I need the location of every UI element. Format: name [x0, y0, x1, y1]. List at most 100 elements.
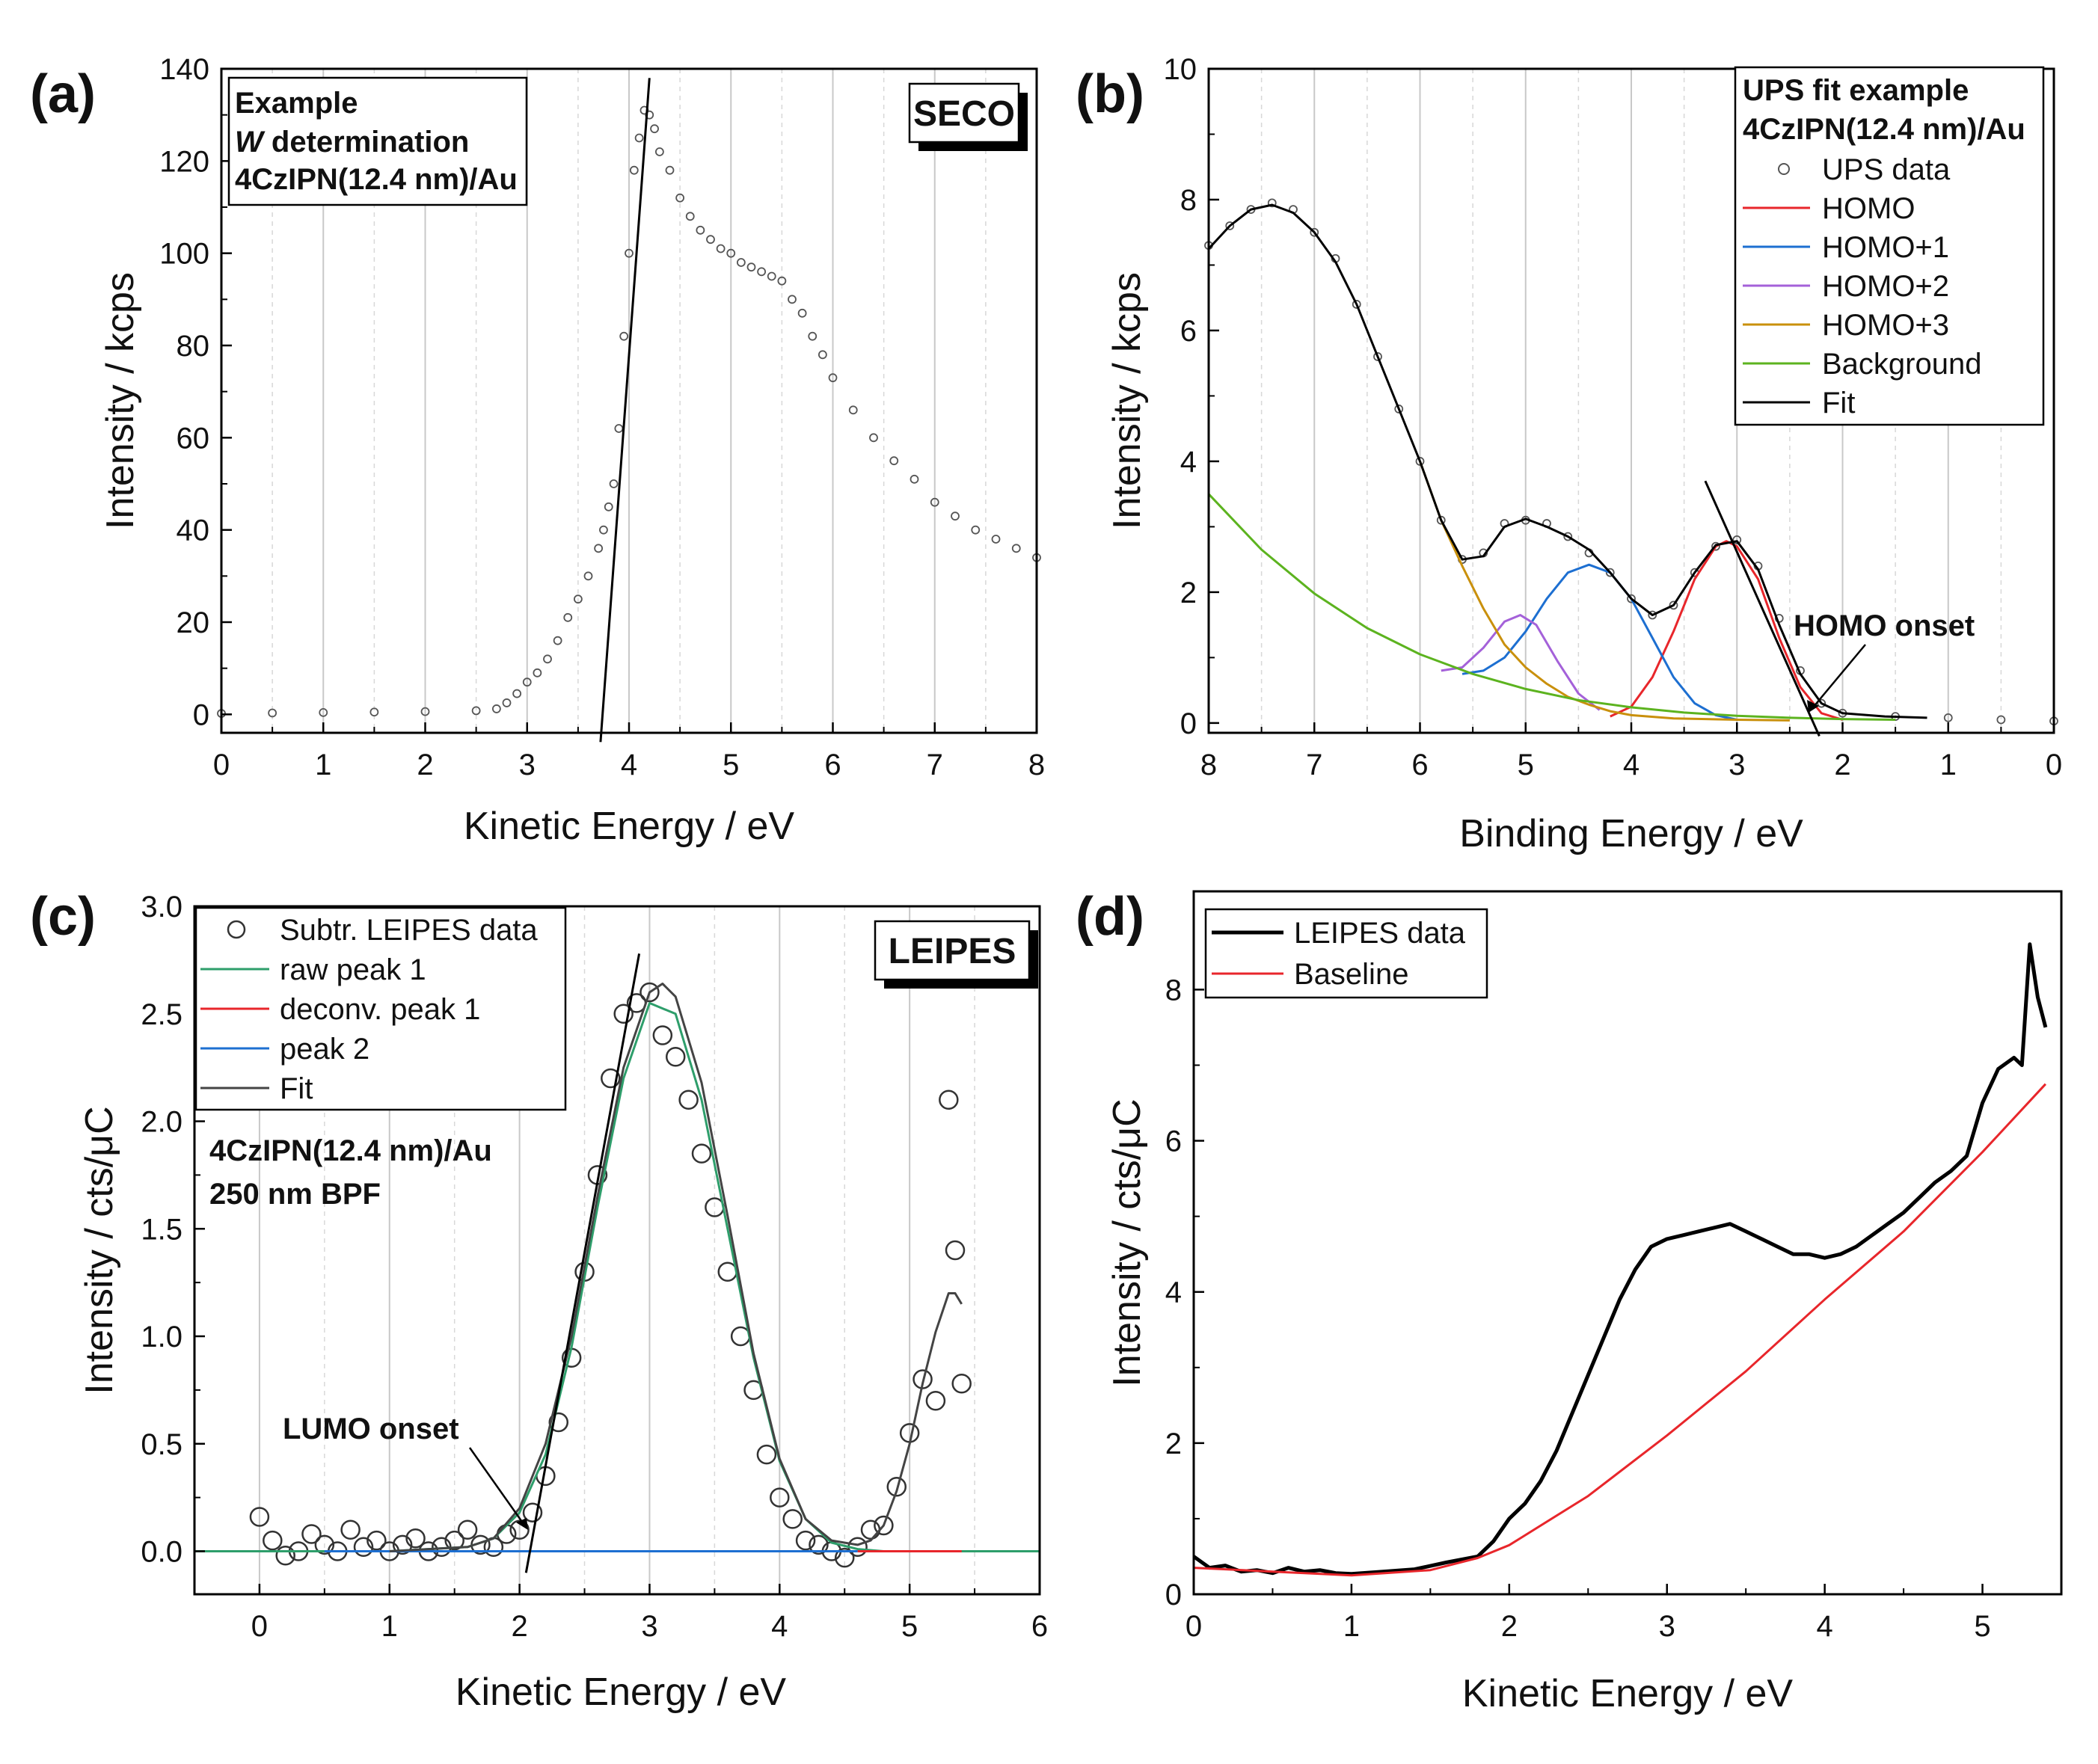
y-tick-label: 8 [1180, 184, 1197, 217]
x-tick-label: 6 [1411, 749, 1428, 781]
panel-b-legend-title-2: 4CzIPN(12.4 nm)/Au [1743, 113, 2025, 146]
panel-b-legend-title-1: UPS fit example [1743, 74, 1969, 107]
panel-d-legend-label-data: LEIPES data [1294, 917, 1466, 950]
data-point [314, 1534, 335, 1555]
data-point [491, 704, 501, 713]
panel-a-label: (a) [30, 64, 96, 124]
x-tick-label: 4 [621, 749, 637, 781]
panel-b-legend-label-fit: Fit [1822, 387, 1855, 420]
series-line-homo-2 [1441, 614, 1601, 711]
x-tick-label: 8 [1028, 749, 1045, 781]
data-point [1943, 713, 1953, 722]
x-tick-label: 4 [771, 1610, 788, 1643]
panel-b-homo-onset-arrow [1812, 644, 1866, 708]
data-point [945, 1240, 966, 1261]
x-tick-label: 0 [213, 749, 230, 781]
data-point [1436, 515, 1446, 525]
series-line-onset-line [1704, 480, 1821, 737]
y-tick-label: 0.0 [141, 1536, 182, 1569]
panel-a-annotation-determination: determination [272, 126, 469, 159]
data-point [930, 497, 939, 507]
y-tick-label: 100 [159, 238, 209, 271]
data-point [652, 1025, 673, 1045]
panel-a-tag-text: SECO [913, 94, 1015, 134]
panel-c-legend-label-fit: Fit [280, 1072, 313, 1105]
data-point [770, 1487, 790, 1508]
panel-a-annotation-line-1: Example [235, 87, 358, 120]
data-point [1732, 535, 1742, 544]
x-tick-label: 6 [1031, 1610, 1048, 1643]
data-point [665, 1047, 686, 1067]
panel-b-homo-onset-label: HOMO onset [1794, 609, 1975, 642]
panel-b-x-label: Binding Energy / eV [1459, 812, 1803, 855]
data-point [392, 1534, 413, 1555]
x-tick-label: 5 [1518, 749, 1534, 781]
y-tick-label: 2 [1165, 1428, 1182, 1460]
panel-b-legend-label-background: Background [1822, 348, 1981, 381]
data-point [809, 1534, 829, 1555]
panel-b-legend: UPS fit example 4CzIPN(12.4 nm)/Au UPS d… [1734, 66, 2045, 426]
x-tick-label: 0 [1186, 1610, 1202, 1643]
series-line-homo-1 [1461, 563, 1737, 721]
x-tick-label: 3 [1729, 749, 1745, 781]
data-point [788, 295, 797, 304]
panel-b-legend-marker-ups [1778, 163, 1790, 175]
data-point [797, 308, 807, 318]
panel-a-annotation-line-3: 4CzIPN(12.4 nm)/Au [235, 163, 518, 196]
panel-b-legend-label-ups: UPS data [1822, 153, 1951, 186]
data-point [951, 1374, 972, 1394]
series-line-fit [1207, 203, 1927, 719]
data-point [1310, 227, 1319, 237]
data-point [795, 1530, 816, 1551]
data-point [756, 1444, 777, 1465]
data-point [910, 474, 919, 484]
data-point [512, 689, 522, 698]
y-tick-label: 3.0 [141, 891, 182, 924]
x-tick-label: 0 [2046, 749, 2062, 781]
data-point [675, 193, 685, 203]
data-point [1563, 532, 1573, 541]
panel-a-annotation-line-2: W determination [235, 126, 469, 159]
y-tick-label: 20 [177, 606, 210, 639]
data-point [1711, 541, 1720, 551]
panel-a-x-label: Kinetic Energy / eV [464, 805, 795, 848]
data-point [609, 479, 619, 488]
y-tick-label: 0 [1180, 707, 1197, 740]
x-tick-label: 1 [315, 749, 331, 781]
panel-b-legend-label-homo2: HOMO+2 [1822, 270, 1949, 303]
data-point [706, 235, 715, 245]
data-point [614, 424, 624, 433]
data-point [1627, 594, 1636, 603]
panel-c-annotation-line-2: 250 nm BPF [209, 1178, 381, 1211]
data-point [886, 1477, 907, 1497]
panel-a-annotation-w: W [235, 126, 266, 159]
series-line-onset-line [524, 953, 641, 1573]
panel-a-y-label: Intensity / kcps [99, 272, 142, 529]
data-point [848, 405, 858, 415]
data-point [509, 1519, 530, 1540]
data-point [939, 1090, 959, 1110]
data-point [1373, 352, 1382, 361]
data-point [340, 1519, 361, 1540]
panel-c-label: (c) [30, 887, 96, 947]
panel-c-y-label: Intensity / cts/μC [78, 1106, 121, 1394]
series-line-baseline [1193, 1083, 2046, 1577]
data-point [874, 1515, 894, 1536]
data-point [696, 225, 705, 235]
y-tick-label: 0.5 [141, 1428, 182, 1461]
data-point [951, 511, 960, 521]
panel-d-axes: 0 1 2 3 4 5 0 2 4 6 8 [1165, 974, 1991, 1643]
panel-d-legend-frame [1204, 908, 1488, 999]
x-tick-label: 1 [1343, 1610, 1360, 1643]
data-point [366, 1530, 387, 1551]
data-point [553, 636, 562, 645]
panel-a-tag-frame [908, 82, 1020, 144]
data-point [634, 133, 644, 143]
data-point [522, 1502, 543, 1522]
panel-d-legend: LEIPES data Baseline [1204, 908, 1488, 999]
data-point [249, 1507, 270, 1527]
x-tick-label: 1 [381, 1610, 398, 1643]
